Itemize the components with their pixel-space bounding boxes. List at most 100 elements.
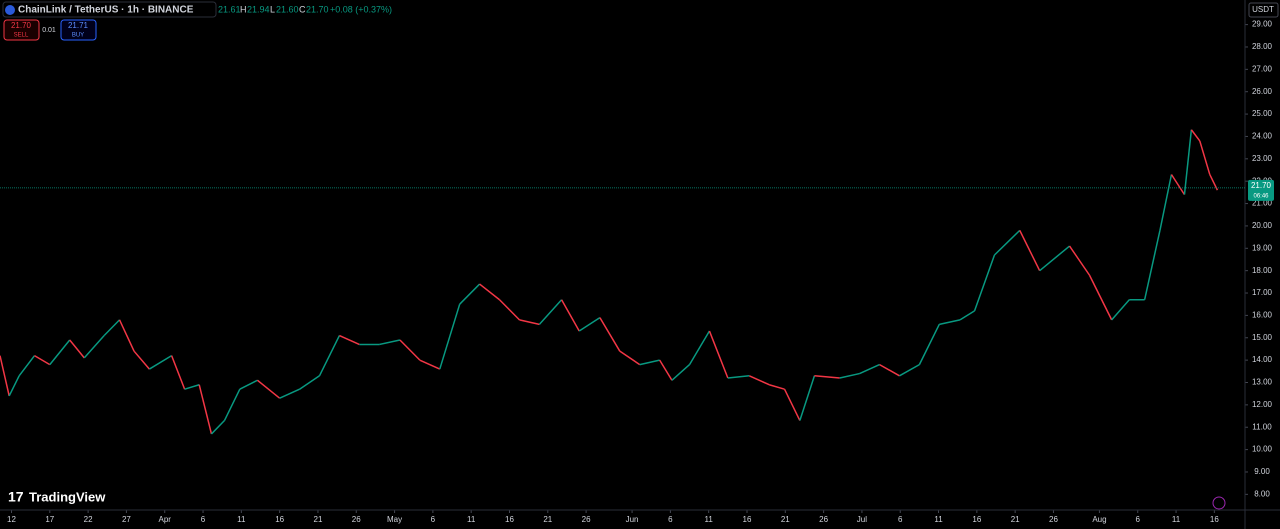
y-tick-label: 16.00 <box>1252 311 1273 320</box>
x-tick-label: 11 <box>934 515 943 524</box>
x-tick-label: 6 <box>668 515 673 524</box>
y-tick-label: 24.00 <box>1252 132 1273 141</box>
x-tick-label: 11 <box>705 515 714 524</box>
y-tick-label: 9.00 <box>1254 467 1270 476</box>
price-segment <box>708 330 729 379</box>
currency-button[interactable] <box>1248 2 1279 18</box>
y-tick-label: 27.00 <box>1252 64 1273 73</box>
sell-button[interactable] <box>3 19 40 41</box>
x-tick-label: Jun <box>626 515 639 524</box>
x-tick-label: 21 <box>314 515 323 524</box>
price-segment <box>399 339 421 361</box>
countdown: 06:46 <box>1253 193 1269 199</box>
price-segment <box>239 379 258 390</box>
low: 21.60 <box>276 4 299 14</box>
x-tick-label: 21 <box>1011 515 1020 524</box>
buy-button[interactable] <box>60 19 97 41</box>
y-tick-label: 10.00 <box>1252 445 1273 454</box>
price-segment <box>103 319 121 337</box>
x-tick-label: 27 <box>122 515 131 524</box>
x-tick-label: 26 <box>1049 515 1058 524</box>
x-tick-label: 17 <box>45 515 54 524</box>
y-tick-label: 13.00 <box>1252 378 1273 387</box>
price-segment <box>339 334 360 346</box>
price-segment <box>223 388 241 421</box>
y-tick-label: 20.00 <box>1252 221 1273 230</box>
price-segment <box>619 350 641 366</box>
x-tick-label: Apr <box>158 515 171 524</box>
x-tick-label: 6 <box>1136 515 1141 524</box>
price-segment <box>69 339 85 359</box>
price-segment <box>184 384 200 390</box>
price-segment <box>599 317 621 352</box>
y-tick-label: 8.00 <box>1254 489 1270 498</box>
brand: TradingView <box>29 489 106 504</box>
last-price: 21.70 <box>1251 181 1272 190</box>
last-price-tag <box>1248 179 1274 201</box>
price-segment <box>498 299 520 321</box>
price-segment <box>118 319 135 352</box>
price-segment <box>1068 245 1091 276</box>
price-segment <box>419 359 441 370</box>
close-label: C <box>299 4 306 14</box>
x-tick-label: 6 <box>431 515 436 524</box>
x-tick-label: 21 <box>543 515 552 524</box>
x-tick-label: 26 <box>352 515 361 524</box>
x-tick-label: 12 <box>7 515 16 524</box>
x-tick-label: May <box>387 515 402 524</box>
price-segment <box>959 310 975 321</box>
y-tick-label: 19.00 <box>1252 243 1273 252</box>
price-segment <box>83 335 105 359</box>
price-segment <box>0 355 10 397</box>
y-tick-label: 15.00 <box>1252 333 1273 342</box>
x-tick-label: 11 <box>237 515 246 524</box>
price-segment <box>727 375 750 379</box>
price-segment <box>1183 129 1193 195</box>
alert-icon[interactable] <box>1212 496 1226 510</box>
change: +0.08 (+0.37%) <box>330 4 392 14</box>
x-tick-label: 26 <box>582 515 591 524</box>
symbol: ChainLink / TetherUS · 1h · BINANCE <box>18 5 194 16</box>
price-segment <box>839 372 860 379</box>
price-segment <box>210 420 226 435</box>
price-segment <box>379 339 401 346</box>
x-tick-label: Jul <box>857 515 867 524</box>
close: 21.70 <box>306 4 329 14</box>
price-segment <box>993 229 1021 256</box>
x-tick-label: 11 <box>1172 515 1181 524</box>
price-segment <box>688 330 711 365</box>
price-segment <box>560 299 580 332</box>
low-label: L <box>270 4 275 14</box>
price-segment <box>459 283 481 305</box>
brand-logo: 17 <box>8 489 24 505</box>
price-segment <box>519 319 540 326</box>
high: 21.94 <box>247 4 270 14</box>
price-segment <box>49 339 71 366</box>
price-segment <box>299 375 320 390</box>
price-segment <box>198 384 213 435</box>
x-tick-label: 11 <box>467 515 476 524</box>
price-segment <box>170 355 186 390</box>
price-segment <box>859 363 880 375</box>
currency: USDT <box>1252 5 1274 14</box>
price-segment <box>939 319 961 326</box>
price-segment <box>748 375 770 386</box>
price-segment <box>799 375 816 421</box>
price-segment <box>1209 174 1219 191</box>
y-tick-label: 21.00 <box>1252 199 1273 208</box>
price-segment <box>133 350 150 370</box>
x-tick-label: 16 <box>505 515 514 524</box>
y-tick-label: 25.00 <box>1252 109 1273 118</box>
symbol-box[interactable] <box>2 1 217 18</box>
price-segment <box>149 355 173 370</box>
price-segment <box>279 388 300 399</box>
y-tick-label: 18.00 <box>1252 266 1273 275</box>
price-segment <box>578 317 601 332</box>
price-segment <box>814 375 840 379</box>
price-segment <box>479 283 500 301</box>
price-segment <box>639 359 660 366</box>
y-tick-label: 14.00 <box>1252 355 1273 364</box>
price-segment <box>1019 230 1041 271</box>
